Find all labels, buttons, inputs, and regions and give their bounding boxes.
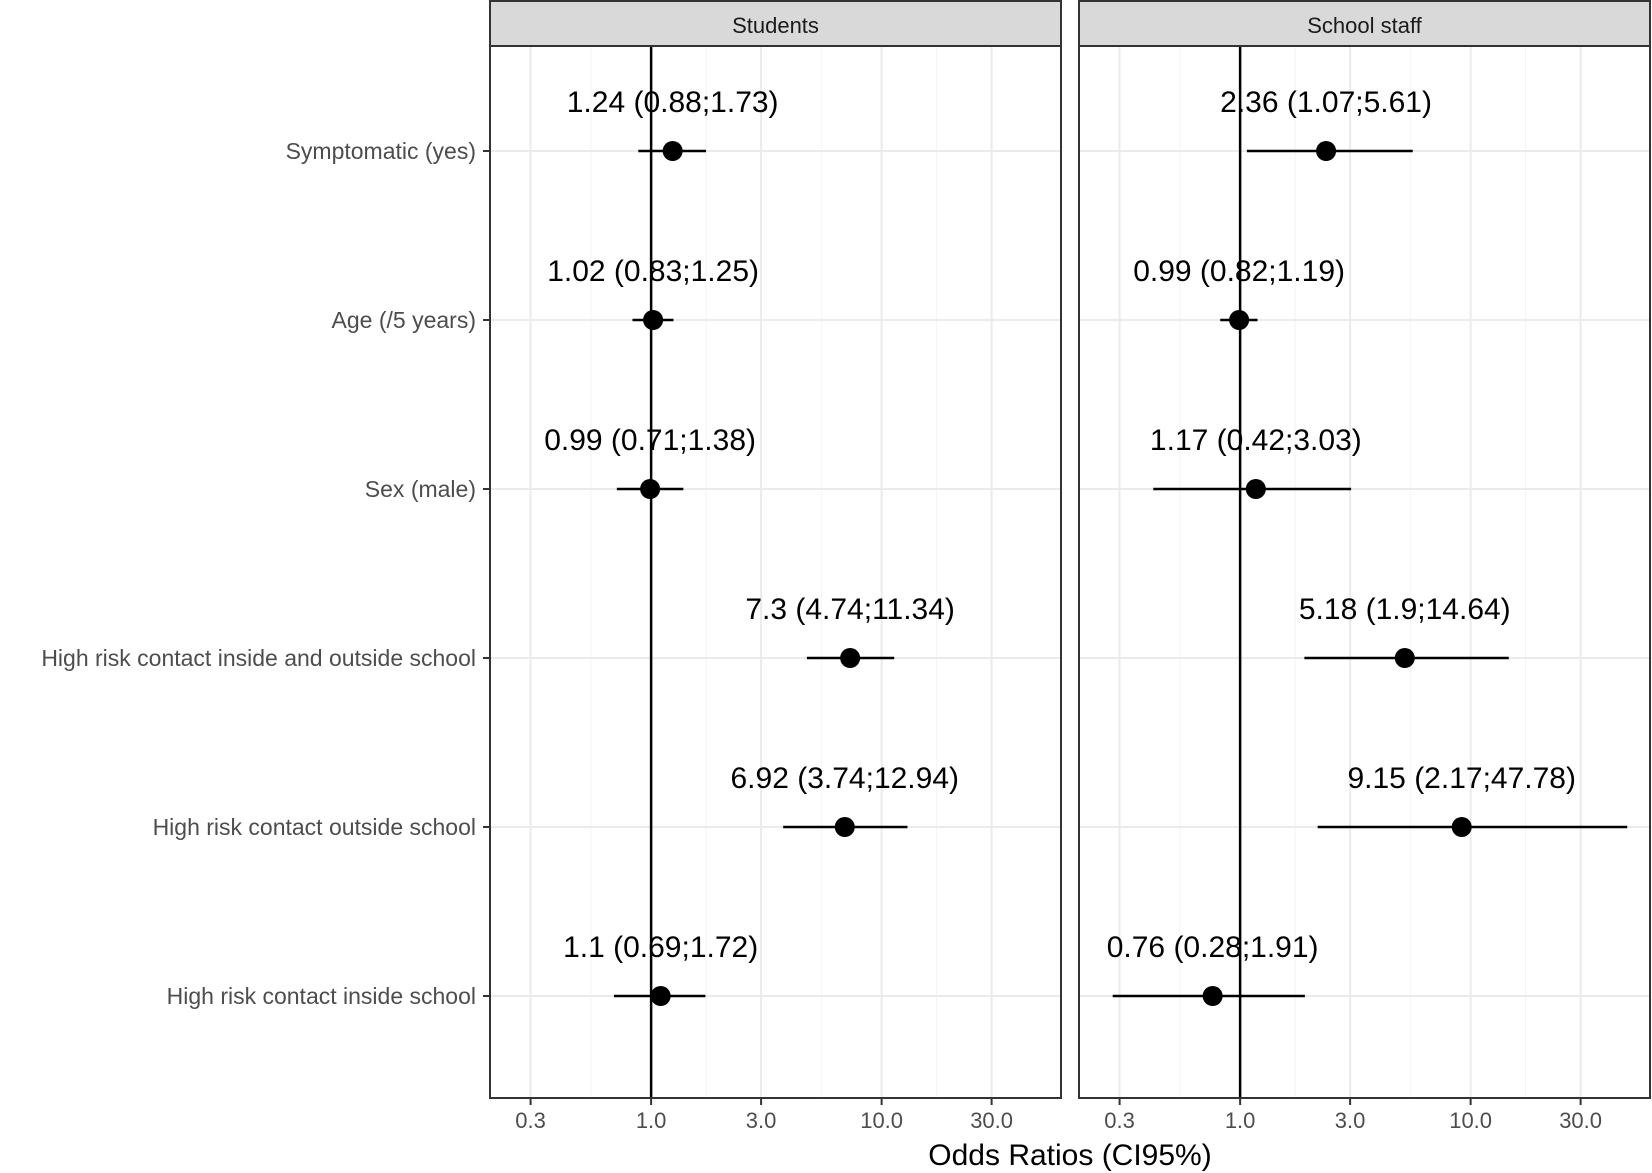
- y-category-label: Age (/5 years): [332, 307, 476, 333]
- estimate-label: 0.76 (0.28;1.91): [1107, 931, 1319, 964]
- x-tick-label: 30.0: [970, 1108, 1013, 1133]
- strip-header-students: [489, 0, 1062, 47]
- estimate-label: 1.1 (0.69;1.72): [563, 931, 758, 964]
- estimate-label: 9.15 (2.17;47.78): [1347, 762, 1576, 795]
- estimate-label: 2.36 (1.07;5.61): [1220, 86, 1432, 119]
- odds-ratio-point: [662, 141, 683, 161]
- x-tick-label: 3.0: [746, 1108, 777, 1133]
- marks-layer: [613, 46, 1628, 1098]
- estimate-label: 0.99 (0.71;1.38): [544, 424, 756, 457]
- estimate-label: 1.24 (0.88;1.73): [567, 86, 779, 119]
- estimate-label: 1.17 (0.42;3.03): [1150, 424, 1362, 457]
- x-tick-label: 1.0: [636, 1108, 667, 1133]
- x-tick-label: 3.0: [1335, 1108, 1366, 1133]
- y-category-label: High risk contact outside school: [153, 814, 476, 840]
- odds-ratio-point: [650, 986, 671, 1006]
- y-category-label: High risk contact inside and outside sch…: [41, 645, 476, 671]
- strip-label: Students: [732, 13, 819, 38]
- odds-ratio-point: [1245, 479, 1266, 499]
- x-tick-label: 1.0: [1225, 1108, 1256, 1133]
- y-category-label: High risk contact inside school: [167, 983, 476, 1009]
- x-tick-label: 30.0: [1559, 1108, 1602, 1133]
- x-tick-label: 10.0: [1449, 1108, 1492, 1133]
- x-axis-title: Odds Ratios (CI95%): [928, 1139, 1211, 1172]
- frame-layer: [483, 0, 1651, 1105]
- estimate-label: 6.92 (3.74;12.94): [731, 762, 960, 795]
- estimate-label: 1.02 (0.83;1.25): [547, 255, 759, 288]
- strip-label: School staff: [1307, 13, 1422, 38]
- odds-ratio-point: [643, 310, 664, 330]
- odds-ratio-point: [1229, 310, 1250, 330]
- odds-ratio-point: [640, 479, 661, 499]
- odds-ratio-point: [1394, 648, 1415, 668]
- odds-ratio-point: [1316, 141, 1337, 161]
- x-tick-label: 0.3: [1104, 1108, 1135, 1133]
- estimate-label: 7.3 (4.74;11.34): [745, 593, 955, 626]
- odds-ratio-point: [1451, 817, 1472, 837]
- x-tick-label: 10.0: [860, 1108, 903, 1133]
- text-layer: 1.24 (0.88;1.73) 1.02 (0.83;1.25) 0.99 (0.…: [41, 13, 1602, 1133]
- y-category-label: Sex (male): [365, 476, 476, 502]
- y-category-label: Symptomatic (yes): [286, 138, 476, 164]
- estimate-label: 5.18 (1.9;14.64): [1299, 593, 1511, 626]
- odds-ratio-point: [834, 817, 855, 837]
- odds-ratio-point: [1202, 986, 1223, 1006]
- strip-header-school-staff: [1078, 0, 1651, 47]
- odds-ratio-point: [840, 648, 861, 668]
- estimate-label: 0.99 (0.82;1.19): [1133, 255, 1345, 288]
- x-tick-label: 0.3: [515, 1108, 546, 1133]
